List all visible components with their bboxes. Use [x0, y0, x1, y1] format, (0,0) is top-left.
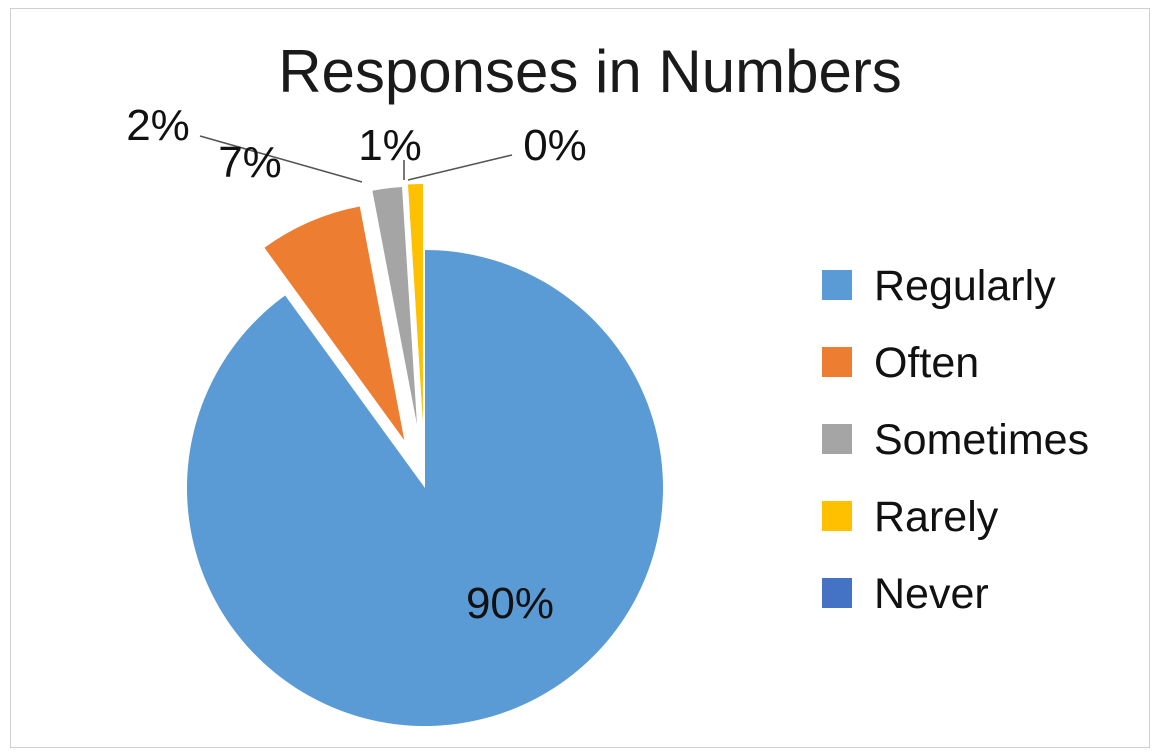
- legend-label-regularly: Regularly: [874, 262, 1056, 310]
- data-label-often: 7%: [218, 138, 282, 187]
- legend: Regularly Often Sometimes Rarely Never: [822, 262, 1089, 618]
- leader-line-sometimes: [199, 135, 363, 183]
- legend-label-never: Never: [874, 570, 989, 618]
- pie-slice-regularly: [187, 250, 664, 727]
- legend-label-rarely: Rarely: [874, 493, 999, 541]
- data-label-sometimes: 2%: [126, 101, 190, 150]
- data-labels: 90% 7% 2% 1% 0%: [126, 101, 587, 628]
- legend-swatch-regularly: [822, 270, 852, 300]
- chart-title: Responses in Numbers: [278, 38, 902, 105]
- leader-line-never: [407, 154, 513, 181]
- data-label-regularly: 90%: [466, 579, 554, 628]
- data-label-rarely: 1%: [358, 121, 422, 170]
- data-label-never: 0%: [523, 121, 587, 170]
- legend-swatch-never: [822, 578, 852, 608]
- legend-swatch-sometimes: [822, 424, 852, 454]
- pie-slice-rarely: [407, 184, 423, 423]
- pie-slice-sometimes: [372, 186, 417, 425]
- pie-slice-often: [264, 206, 405, 441]
- legend-swatch-rarely: [822, 501, 852, 531]
- leader-lines: [199, 135, 513, 183]
- legend-label-often: Often: [874, 339, 979, 387]
- legend-swatch-often: [822, 347, 852, 377]
- pie-slices: [187, 184, 664, 727]
- legend-label-sometimes: Sometimes: [874, 416, 1089, 464]
